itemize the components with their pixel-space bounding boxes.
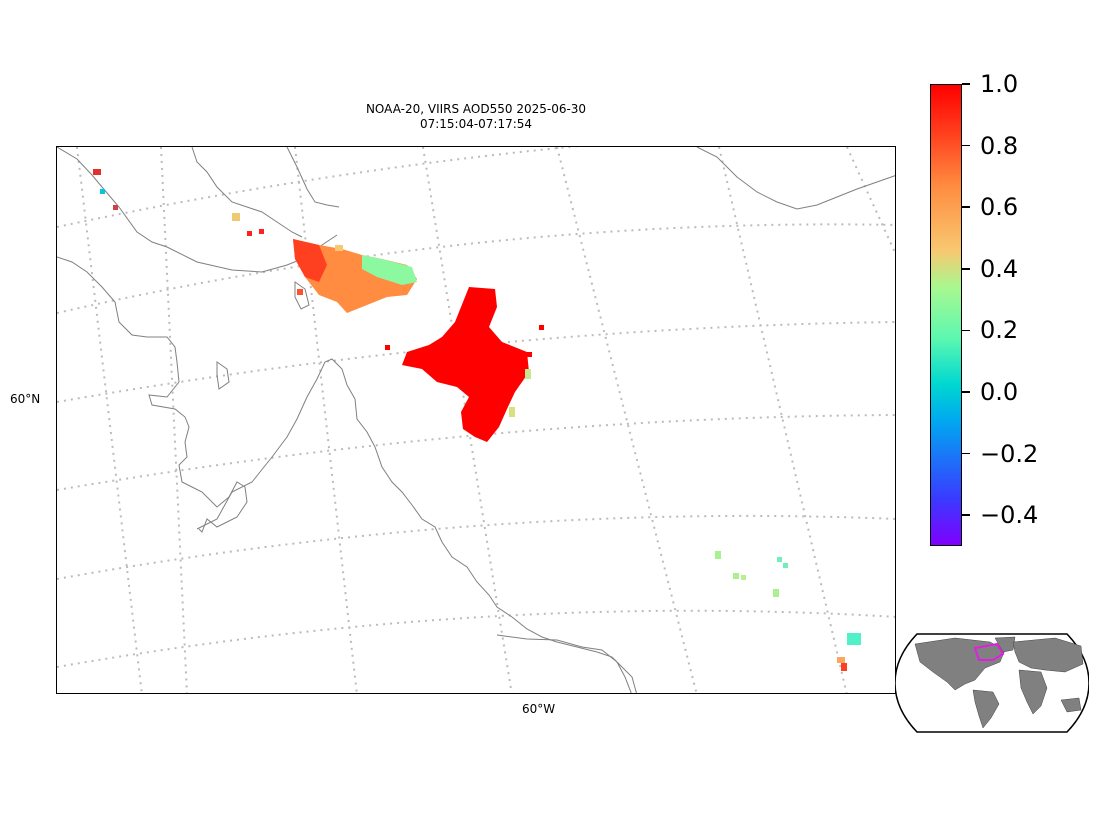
meridian-line bbox=[422, 147, 513, 693]
aod-pixel bbox=[100, 189, 105, 194]
colorbar-tick bbox=[962, 83, 970, 85]
aod-pixel bbox=[113, 205, 118, 210]
aod-pixel bbox=[783, 563, 788, 568]
colorbar-tick-label: 1.0 bbox=[980, 70, 1019, 98]
aod-pixel bbox=[777, 557, 782, 562]
aod-pixel bbox=[232, 213, 240, 221]
aod-pixel bbox=[527, 352, 532, 357]
colorbar-tick bbox=[962, 452, 970, 455]
latitude-label: 60°N bbox=[10, 392, 41, 406]
aod-pixel bbox=[335, 245, 343, 251]
meridian-line bbox=[160, 147, 188, 693]
land-north-america bbox=[914, 637, 1006, 691]
colorbar-tick-label: 0.0 bbox=[980, 378, 1019, 406]
parallel-line bbox=[57, 514, 895, 580]
colorbar-tick bbox=[962, 206, 970, 208]
aod-pixel bbox=[539, 325, 544, 330]
parallel-line bbox=[57, 147, 580, 228]
colorbar-tick bbox=[962, 391, 970, 393]
colorbar-tick-label: 0.8 bbox=[980, 131, 1019, 160]
meridian-line bbox=[718, 147, 848, 693]
colorbar-tick-label: 0.4 bbox=[980, 254, 1019, 283]
aod-pixel bbox=[741, 575, 746, 580]
longitude-label: 60°W bbox=[522, 702, 556, 716]
title-line-2: 07:15:04-07:17:54 bbox=[419, 117, 533, 131]
parallel-line bbox=[57, 609, 895, 668]
coastline bbox=[294, 281, 310, 310]
inset-globe bbox=[895, 633, 1089, 733]
aod-pixel bbox=[247, 231, 252, 236]
aod-pixel bbox=[773, 589, 779, 597]
meridian-line bbox=[76, 147, 143, 693]
aod-pixel bbox=[847, 633, 861, 645]
colorbar-tick-label: 0.6 bbox=[980, 193, 1019, 222]
aod-pixel bbox=[841, 663, 847, 671]
title-line-1: NOAA-20, VIIRS AOD550 2025-06-30 bbox=[365, 102, 587, 116]
colorbar-tick-label: 0.2 bbox=[980, 316, 1019, 345]
aod-pixel bbox=[93, 169, 101, 175]
colorbar-tick-label: −0.2 bbox=[980, 439, 1039, 468]
aod-pixel bbox=[715, 551, 721, 559]
coastline bbox=[496, 634, 632, 693]
aod-pixel bbox=[297, 289, 303, 295]
globe-land bbox=[914, 636, 1084, 729]
colorbar-tick bbox=[962, 144, 970, 147]
aod-pixel bbox=[525, 369, 531, 379]
land-south-america bbox=[972, 689, 1000, 729]
colorbar-tick bbox=[962, 514, 970, 516]
colorbar-tick bbox=[962, 329, 970, 332]
coastline bbox=[57, 256, 248, 533]
aod-pixels bbox=[93, 169, 861, 671]
aod-pixel bbox=[509, 407, 515, 417]
colorbar-tick bbox=[962, 268, 970, 270]
aod-plume-low bbox=[362, 255, 417, 285]
aod-pixel bbox=[385, 345, 390, 350]
meridian-line bbox=[294, 147, 358, 693]
aod-pixel bbox=[733, 573, 739, 579]
land-eurasia bbox=[1012, 637, 1084, 673]
aod-plume-high bbox=[402, 287, 529, 442]
colorbar bbox=[930, 84, 962, 546]
aod-pixel bbox=[259, 229, 264, 234]
coastline bbox=[696, 147, 895, 210]
coastline bbox=[286, 147, 340, 208]
map-panel bbox=[56, 146, 896, 694]
map-title: NOAA-20, VIIRS AOD550 2025-06-30 07:15:0… bbox=[56, 102, 896, 132]
inset-region-box bbox=[973, 642, 1005, 661]
land-greenland bbox=[994, 636, 1016, 653]
map-canvas bbox=[57, 147, 895, 693]
colorbar-tick-label: −0.4 bbox=[980, 501, 1039, 530]
land-australia bbox=[1060, 697, 1082, 713]
meridian-line bbox=[846, 147, 895, 256]
aod-pixel bbox=[837, 657, 845, 663]
coastline bbox=[216, 361, 230, 390]
aod-plume-red bbox=[293, 239, 327, 282]
coastline bbox=[191, 147, 303, 238]
land-africa bbox=[1018, 669, 1048, 715]
